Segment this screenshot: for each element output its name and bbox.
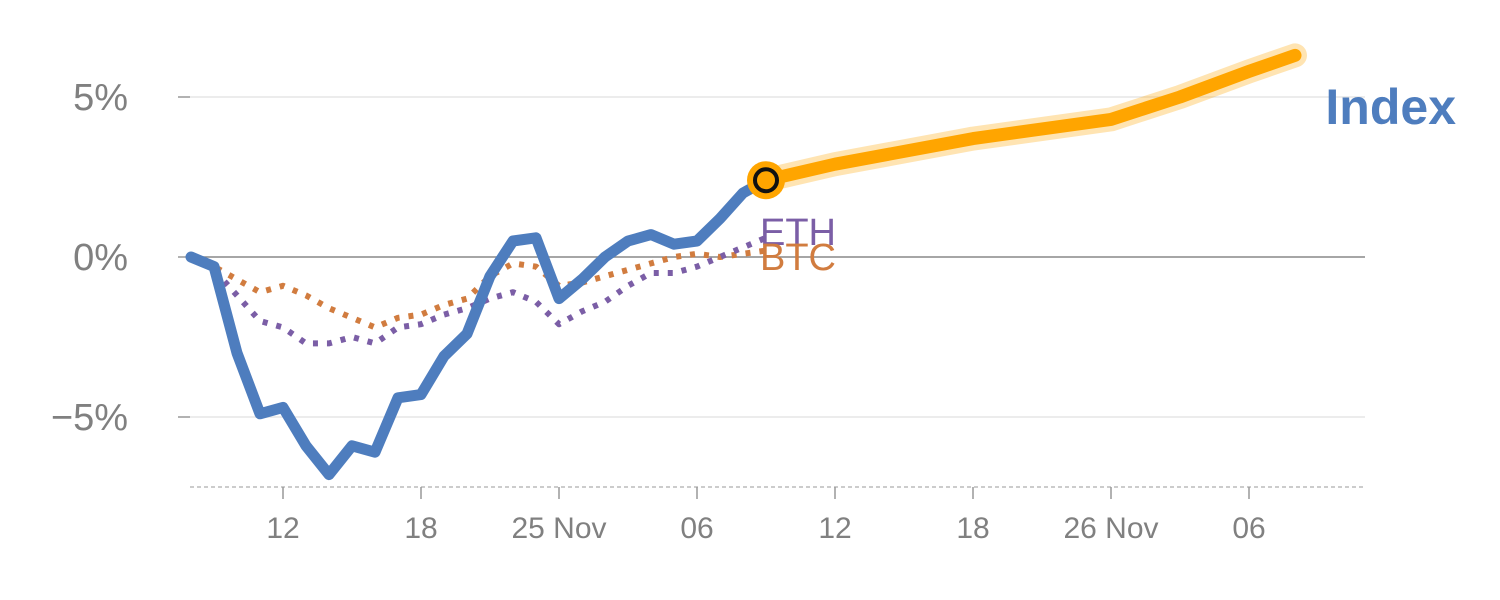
series-label-btc: BTC bbox=[760, 237, 836, 279]
x-tick-label: 25 Nov bbox=[511, 512, 606, 545]
x-tick-label: 06 bbox=[1232, 512, 1265, 545]
x-tick-label: 18 bbox=[956, 512, 989, 545]
y-tick-label: −5% bbox=[51, 397, 128, 439]
x-tick-label: 12 bbox=[818, 512, 851, 545]
series-lines bbox=[185, 43, 1307, 481]
x-tick-label: 18 bbox=[404, 512, 437, 545]
forecast-line bbox=[759, 48, 1302, 187]
y-tick-label: 0% bbox=[73, 237, 128, 279]
series-line-eth bbox=[189, 235, 768, 347]
series-labels: Index ETH BTC bbox=[760, 79, 1456, 279]
series-label-index: Index bbox=[1325, 79, 1456, 135]
current-point-marker bbox=[747, 161, 785, 200]
x-tick-label: 12 bbox=[266, 512, 299, 545]
x-axis: 12 18 25 Nov 06 12 18 26 Nov 06 bbox=[190, 486, 1365, 545]
y-axis: 5% 0% −5% bbox=[51, 77, 190, 439]
y-tick-label: 5% bbox=[73, 77, 128, 119]
series-line-index bbox=[185, 174, 772, 481]
current-point-inner bbox=[753, 167, 779, 194]
series-label-eth: ETH bbox=[760, 212, 836, 254]
x-tick-label: 06 bbox=[680, 512, 713, 545]
x-tick-label: 26 Nov bbox=[1063, 512, 1158, 545]
